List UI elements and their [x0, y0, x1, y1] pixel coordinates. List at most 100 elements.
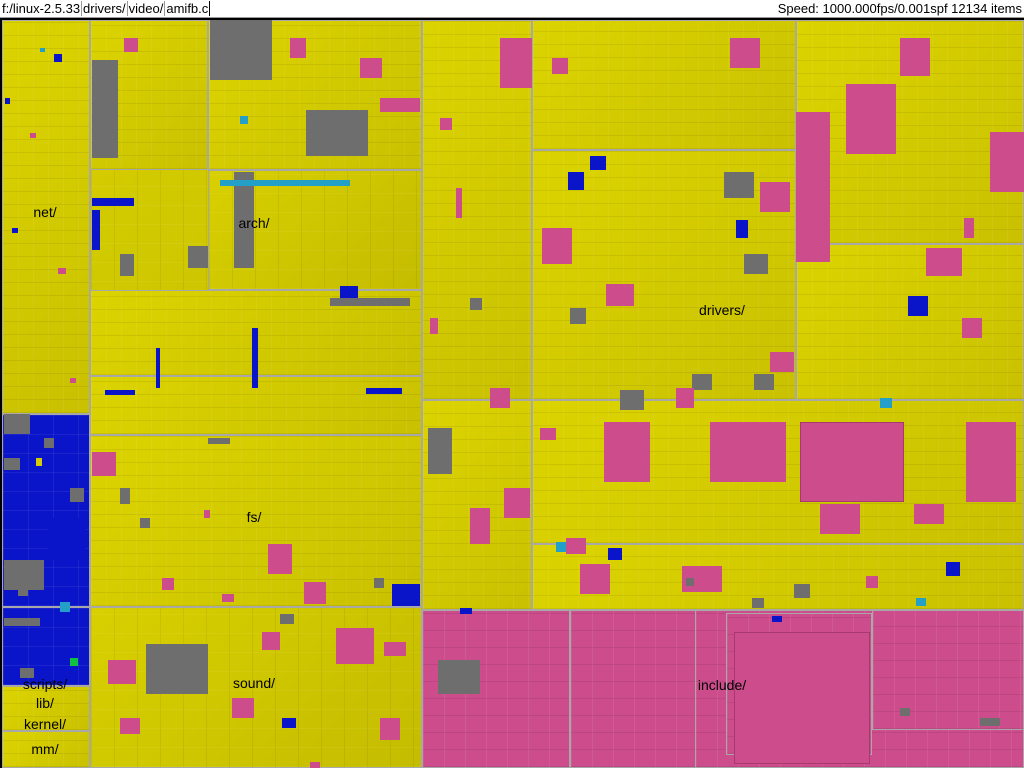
file-block[interactable]: [966, 422, 1016, 502]
file-block[interactable]: [754, 374, 774, 390]
file-block[interactable]: [374, 578, 384, 588]
file-block[interactable]: [162, 578, 174, 590]
file-block[interactable]: [92, 198, 134, 206]
file-block[interactable]: [540, 428, 556, 440]
path-segment-root[interactable]: f:/linux-2.5.33: [2, 1, 83, 16]
path-segment-drivers[interactable]: drivers/: [83, 1, 128, 16]
file-block[interactable]: [30, 133, 36, 138]
file-block[interactable]: [262, 632, 280, 650]
file-block[interactable]: [92, 60, 118, 158]
file-block[interactable]: [796, 112, 830, 262]
file-block[interactable]: [914, 504, 944, 524]
file-block[interactable]: [366, 388, 402, 394]
file-block[interactable]: [392, 584, 420, 606]
file-block[interactable]: [504, 488, 530, 518]
file-block[interactable]: [5, 98, 10, 104]
file-block[interactable]: [542, 228, 572, 264]
file-block[interactable]: [946, 562, 960, 576]
file-block[interactable]: [460, 608, 472, 614]
file-block[interactable]: [770, 352, 794, 372]
file-block[interactable]: [606, 284, 634, 306]
file-block[interactable]: [252, 328, 258, 388]
file-block[interactable]: [380, 98, 420, 112]
file-block[interactable]: [44, 438, 54, 448]
file-block[interactable]: [866, 576, 878, 588]
file-block[interactable]: [470, 508, 490, 544]
file-block[interactable]: [330, 298, 410, 306]
file-block[interactable]: [92, 452, 116, 476]
file-block[interactable]: [18, 586, 28, 596]
file-block[interactable]: [734, 632, 870, 764]
dir-drivers-sub[interactable]: [796, 20, 1024, 244]
file-block[interactable]: [240, 116, 248, 124]
file-block[interactable]: [208, 438, 230, 444]
file-block[interactable]: [724, 172, 754, 198]
dir-include-sub[interactable]: [570, 610, 696, 768]
file-block[interactable]: [428, 428, 452, 474]
dir-include-sub[interactable]: [422, 610, 570, 768]
file-block[interactable]: [4, 414, 30, 434]
file-block[interactable]: [440, 118, 452, 130]
file-block[interactable]: [908, 296, 928, 316]
path-segment-file[interactable]: amifb.c: [166, 1, 211, 16]
file-block[interactable]: [188, 246, 208, 268]
file-block[interactable]: [232, 698, 254, 718]
file-block[interactable]: [760, 182, 790, 212]
dir-mm[interactable]: [2, 731, 90, 768]
file-block[interactable]: [124, 38, 138, 52]
file-block[interactable]: [310, 762, 320, 768]
file-block[interactable]: [280, 614, 294, 624]
dir-kernel[interactable]: [2, 686, 90, 731]
file-block[interactable]: [58, 268, 66, 274]
file-block[interactable]: [360, 58, 382, 78]
file-block[interactable]: [962, 318, 982, 338]
file-block[interactable]: [590, 156, 606, 170]
file-block[interactable]: [70, 658, 78, 666]
file-block[interactable]: [710, 422, 786, 482]
file-block[interactable]: [70, 378, 76, 383]
file-block[interactable]: [556, 542, 566, 552]
file-block[interactable]: [730, 38, 760, 68]
file-block[interactable]: [336, 628, 374, 664]
file-block[interactable]: [120, 488, 130, 504]
file-block[interactable]: [220, 180, 350, 186]
file-block[interactable]: [268, 544, 292, 574]
file-block[interactable]: [40, 48, 45, 52]
file-block[interactable]: [604, 422, 650, 482]
file-block[interactable]: [566, 538, 586, 554]
file-block[interactable]: [990, 132, 1024, 192]
file-block[interactable]: [210, 20, 272, 80]
file-block[interactable]: [54, 54, 62, 62]
file-block[interactable]: [456, 188, 462, 218]
file-block[interactable]: [744, 254, 768, 274]
file-block[interactable]: [120, 718, 140, 734]
file-block[interactable]: [900, 38, 930, 76]
file-block[interactable]: [820, 504, 860, 534]
file-block[interactable]: [438, 660, 480, 694]
file-block[interactable]: [916, 598, 926, 606]
file-block[interactable]: [430, 318, 438, 334]
file-block[interactable]: [620, 390, 644, 410]
dir-net[interactable]: [2, 20, 90, 414]
file-block[interactable]: [120, 254, 134, 276]
file-block[interactable]: [500, 38, 532, 88]
file-block[interactable]: [146, 644, 208, 694]
file-block[interactable]: [926, 248, 962, 276]
dir-lib[interactable]: [2, 607, 90, 686]
file-block[interactable]: [4, 458, 20, 470]
file-block[interactable]: [490, 388, 510, 408]
file-block[interactable]: [222, 594, 234, 602]
file-block[interactable]: [156, 348, 160, 388]
file-block[interactable]: [380, 718, 400, 740]
file-block[interactable]: [470, 298, 482, 310]
file-block[interactable]: [70, 488, 84, 502]
file-block[interactable]: [60, 602, 70, 612]
file-block[interactable]: [686, 578, 694, 586]
file-block[interactable]: [4, 560, 44, 590]
file-block[interactable]: [384, 642, 406, 656]
file-block[interactable]: [772, 616, 782, 622]
file-block[interactable]: [570, 308, 586, 324]
file-block[interactable]: [580, 564, 610, 594]
file-block[interactable]: [568, 172, 584, 190]
file-block[interactable]: [48, 518, 86, 560]
